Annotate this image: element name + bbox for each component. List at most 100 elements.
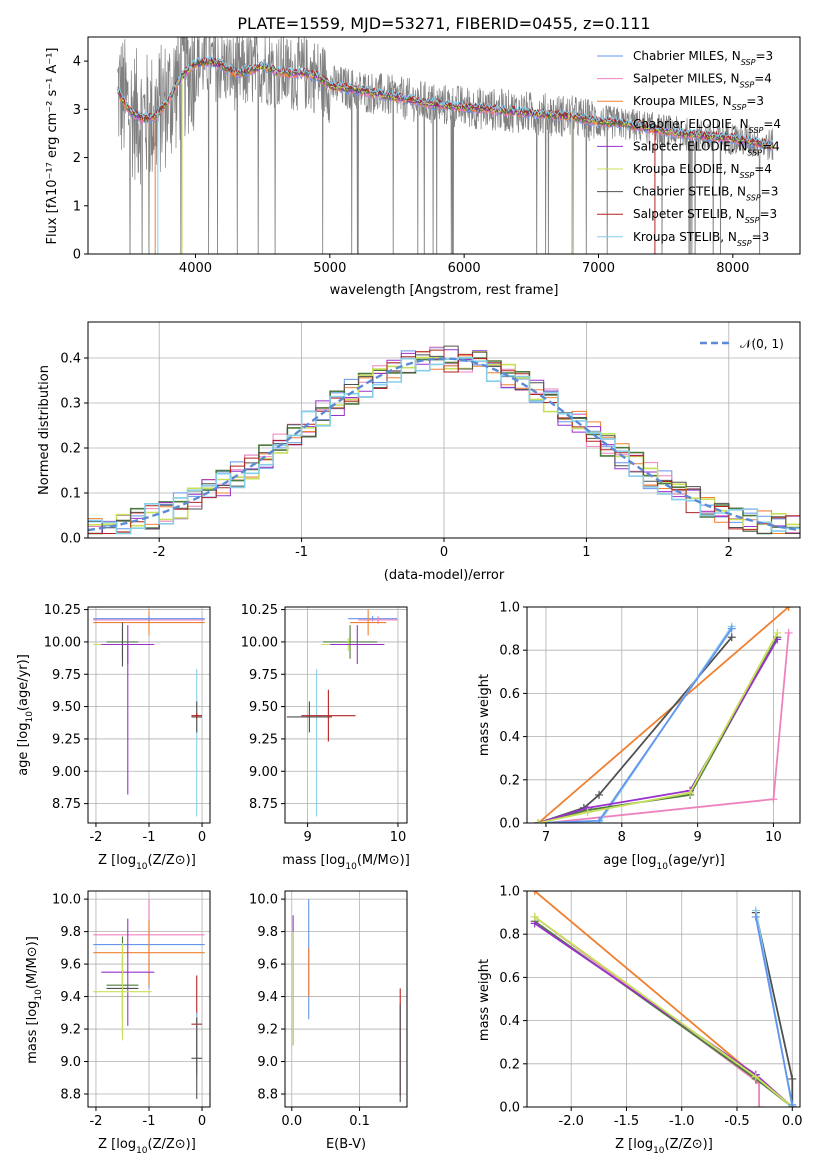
y-tick-label: 10.00 (241, 635, 278, 650)
gaussian-curve (88, 357, 800, 532)
y-tick-label: 0.2 (499, 773, 520, 788)
axes-frame (87, 890, 211, 1108)
kroupa_miles-line (537, 607, 790, 823)
y-tick-label: 9.75 (52, 668, 81, 683)
x-tick-label: 0 (198, 1114, 206, 1129)
chabrier_stelib-line (538, 636, 733, 823)
legend-label-chabrier_elodie: Chabrier ELODIE, NSSP=4 (633, 117, 781, 135)
spectrum-axes: 4000 5000 6000 7000 8000 0 1 2 3 4 (73, 36, 801, 276)
y-tick-label: 9.00 (52, 765, 81, 780)
y-axis-label: age [log10(age/yr)] (16, 654, 35, 776)
y-tick-label: 9.8 (257, 925, 278, 940)
x-tick-label: 10 (390, 830, 407, 845)
kroupa_elodie-marker (686, 788, 695, 797)
y-tick-label: 0.6 (499, 687, 520, 702)
y-axis-label: Flux [fλ10⁻¹⁷ erg cm⁻² s⁻¹ A⁻¹] (45, 48, 60, 245)
data-spectrum-line (117, 37, 774, 254)
x-tick-label: -2 (89, 1114, 102, 1129)
y-tick-label: 9.0 (60, 1055, 81, 1070)
y-tick-label: 0.8 (499, 644, 520, 659)
salpeter_miles-marker (769, 795, 778, 804)
chart-title: PLATE=1559, MJD=53271, FIBERID=0455, z=0… (237, 14, 650, 33)
y-tick-label: 0.3 (60, 397, 81, 412)
x-tick-label: -0.5 (724, 1114, 749, 1129)
x-tick-label: 10 (765, 830, 782, 845)
axes-frame (87, 36, 801, 255)
y-tick-label: 9.75 (249, 668, 278, 683)
y-tick-label: 9.00 (249, 765, 278, 780)
y-tick-label: 9.2 (60, 1023, 81, 1038)
chabrier_miles-marker (727, 624, 736, 633)
x-tick-label: 0.0 (281, 1114, 302, 1129)
y-tick-label: 9.25 (249, 732, 278, 747)
kroupa_elodie-marker (773, 628, 782, 637)
x-tick-label: -1.5 (614, 1114, 639, 1129)
residuals-plot (88, 345, 800, 535)
chabrier_miles-marker (788, 1100, 797, 1107)
mass_vs_Z-plot (93, 899, 205, 1099)
kroupa_elodie-marker (534, 819, 543, 823)
x-tick-label: 4000 (179, 261, 212, 276)
kroupa_elodie-marker (583, 808, 592, 817)
y-tick-label: 3 (73, 103, 81, 118)
y-tick-label: 8.8 (60, 1088, 81, 1103)
x-tick-label: 9 (303, 830, 311, 845)
y-tick-label: 9.6 (60, 958, 81, 973)
kroupa_stelib-model-line (117, 54, 774, 146)
y-tick-label: 9.50 (52, 700, 81, 715)
y-axis-label: mass [log10(M/M⊙)] (25, 936, 44, 1064)
x-axis-label: (data-model)/error (384, 568, 505, 583)
salpeter_miles-marker (784, 628, 793, 637)
x-tick-label: 8000 (716, 261, 749, 276)
x-tick-label: 1 (582, 545, 590, 560)
legend-label-kroupa_miles: Kroupa MILES, NSSP=3 (633, 94, 764, 112)
y-tick-label: 10.0 (52, 893, 81, 908)
x-tick-label: -2 (153, 545, 166, 560)
kroupa_elodie-marker (530, 912, 539, 921)
y-tick-label: 1.0 (499, 885, 520, 900)
y-tick-label: 1.0 (499, 601, 520, 616)
axes-frame (526, 890, 801, 1108)
x-tick-label: 2 (725, 545, 733, 560)
y-tick-label: 9.2 (257, 1023, 278, 1038)
y-tick-label: 8.75 (249, 797, 278, 812)
mass_weight_vs_age-axes: 7 8 9 10 0.0 0.2 0.4 0.6 0.8 1.0 (499, 601, 801, 845)
x-axis-label: wavelength [Angstrom, rest frame] (330, 283, 559, 298)
x-axis-label: Z [log10(Z/Z⊙)] (98, 1137, 196, 1156)
age_vs_Z-axes: -2 -1 0 8.75 9.00 9.25 9.50 9.75 10.00 10.25 (44, 603, 211, 845)
chabrier_stelib-marker (727, 633, 736, 642)
x-tick-label: 0.1 (349, 1114, 370, 1129)
y-axis-label: mass weight (477, 674, 492, 756)
y-tick-label: 0.0 (60, 532, 81, 547)
x-tick-label: -1 (143, 1114, 156, 1129)
salpeter_stelib-histogram (88, 349, 800, 534)
legend-label-salpeter_elodie: Salpeter ELODIE, NSSP=4 (633, 139, 780, 157)
x-axis-label: E(B-V) (326, 1137, 366, 1152)
x-tick-label: 0 (198, 830, 206, 845)
y-tick-label: 0.8 (499, 928, 520, 943)
legend-label-salpeter_stelib: Salpeter STELIB, NSSP=3 (633, 207, 777, 225)
y-tick-label: 0.4 (60, 352, 81, 367)
kroupa_stelib-histogram (88, 356, 800, 535)
y-tick-label: 8.8 (257, 1088, 278, 1103)
x-tick-label: 7 (542, 830, 550, 845)
legend-label-chabrier_stelib: Chabrier STELIB, NSSP=3 (633, 185, 778, 203)
y-tick-label: 4 (73, 55, 81, 70)
salpeter_miles-marker (755, 1103, 764, 1107)
x-tick-label: 6000 (448, 261, 481, 276)
x-tick-label: -2 (89, 830, 102, 845)
x-axis-label: Z [log10(Z/Z⊙)] (98, 853, 196, 872)
kroupa_elodie-line (538, 632, 779, 823)
x-tick-label: -2.0 (559, 1114, 584, 1129)
kroupa_stelib-line (538, 625, 733, 823)
y-axis-label: mass weight (477, 959, 492, 1041)
y-tick-label: 0.0 (499, 817, 520, 832)
x-tick-label: -1.0 (669, 1114, 694, 1129)
x-tick-label: 7000 (582, 261, 615, 276)
kroupa_miles-marker (784, 607, 793, 611)
y-tick-label: 9.25 (52, 732, 81, 747)
x-tick-label: 8 (618, 830, 626, 845)
x-axis-label: Z [log10(Z/Z⊙)] (615, 1137, 713, 1156)
x-tick-label: -1 (143, 830, 156, 845)
axes-frame (87, 321, 801, 539)
